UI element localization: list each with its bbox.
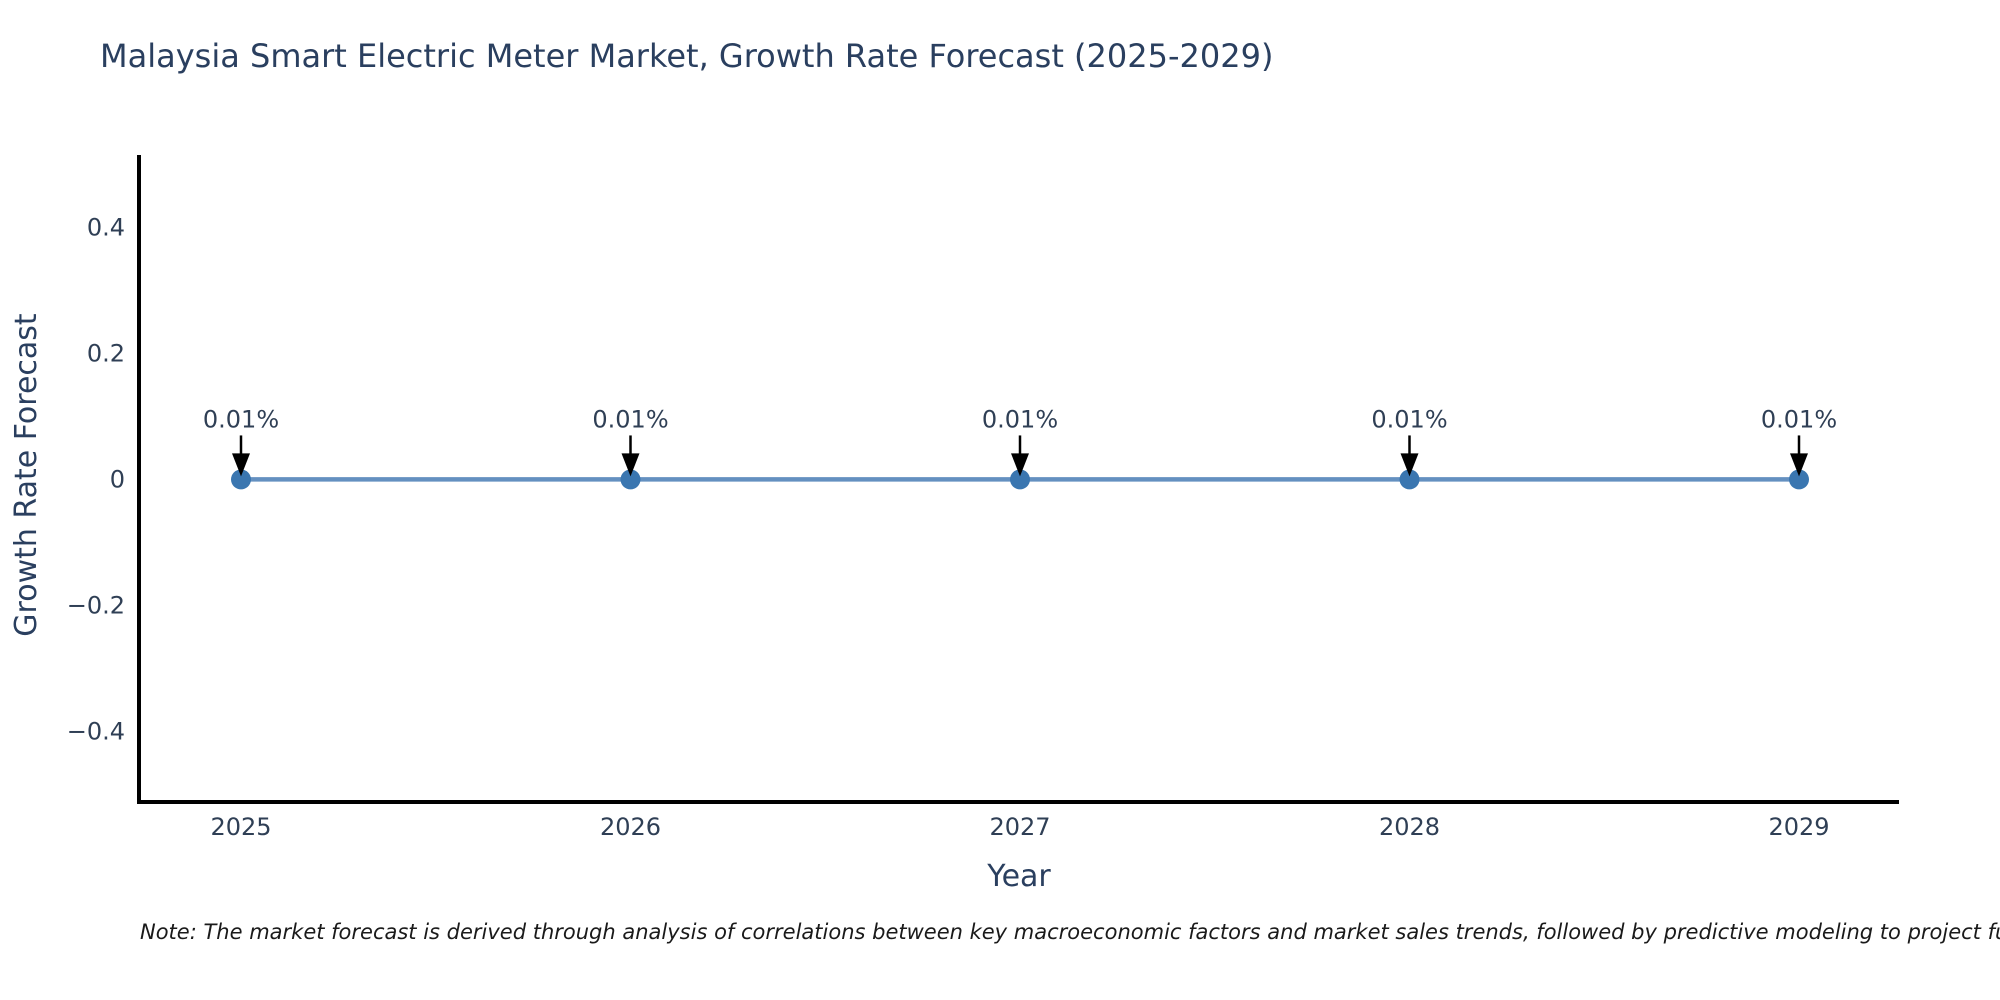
data-point <box>1010 469 1030 490</box>
y-tick-label: −0.4 <box>67 717 125 745</box>
x-tick-label: 2026 <box>600 813 661 841</box>
chart-title: Malaysia Smart Electric Meter Market, Gr… <box>100 37 1274 75</box>
x-tick-label: 2029 <box>1768 813 1829 841</box>
annotation-label: 0.01% <box>1761 405 1837 433</box>
x-tick-label: 2027 <box>989 813 1050 841</box>
y-tick-label: 0.4 <box>87 214 125 242</box>
y-tick-label: 0.2 <box>87 340 125 368</box>
data-point <box>1399 469 1420 490</box>
annotation-arrowhead-icon <box>232 453 250 477</box>
annotation-label: 0.01% <box>1371 405 1447 433</box>
y-tick-label: 0 <box>110 466 125 494</box>
x-tick-label: 2025 <box>210 813 271 841</box>
annotation-arrowhead-icon <box>1011 453 1029 477</box>
annotation-arrowhead-icon <box>1790 453 1808 477</box>
annotation-arrowhead-icon <box>621 453 640 477</box>
annotation-label: 0.01% <box>203 405 279 433</box>
annotation-arrowhead-icon <box>1400 453 1419 477</box>
y-tick-label: −0.2 <box>67 591 125 619</box>
data-point <box>231 469 251 490</box>
data-point <box>1789 469 1809 490</box>
x-tick-label: 2028 <box>1379 813 1440 841</box>
annotation-label: 0.01% <box>592 405 668 433</box>
annotation-label: 0.01% <box>982 405 1058 433</box>
x-axis-title: Year <box>987 859 1051 894</box>
data-point <box>620 469 641 490</box>
footnote: Note: The market forecast is derived thr… <box>140 920 2000 944</box>
